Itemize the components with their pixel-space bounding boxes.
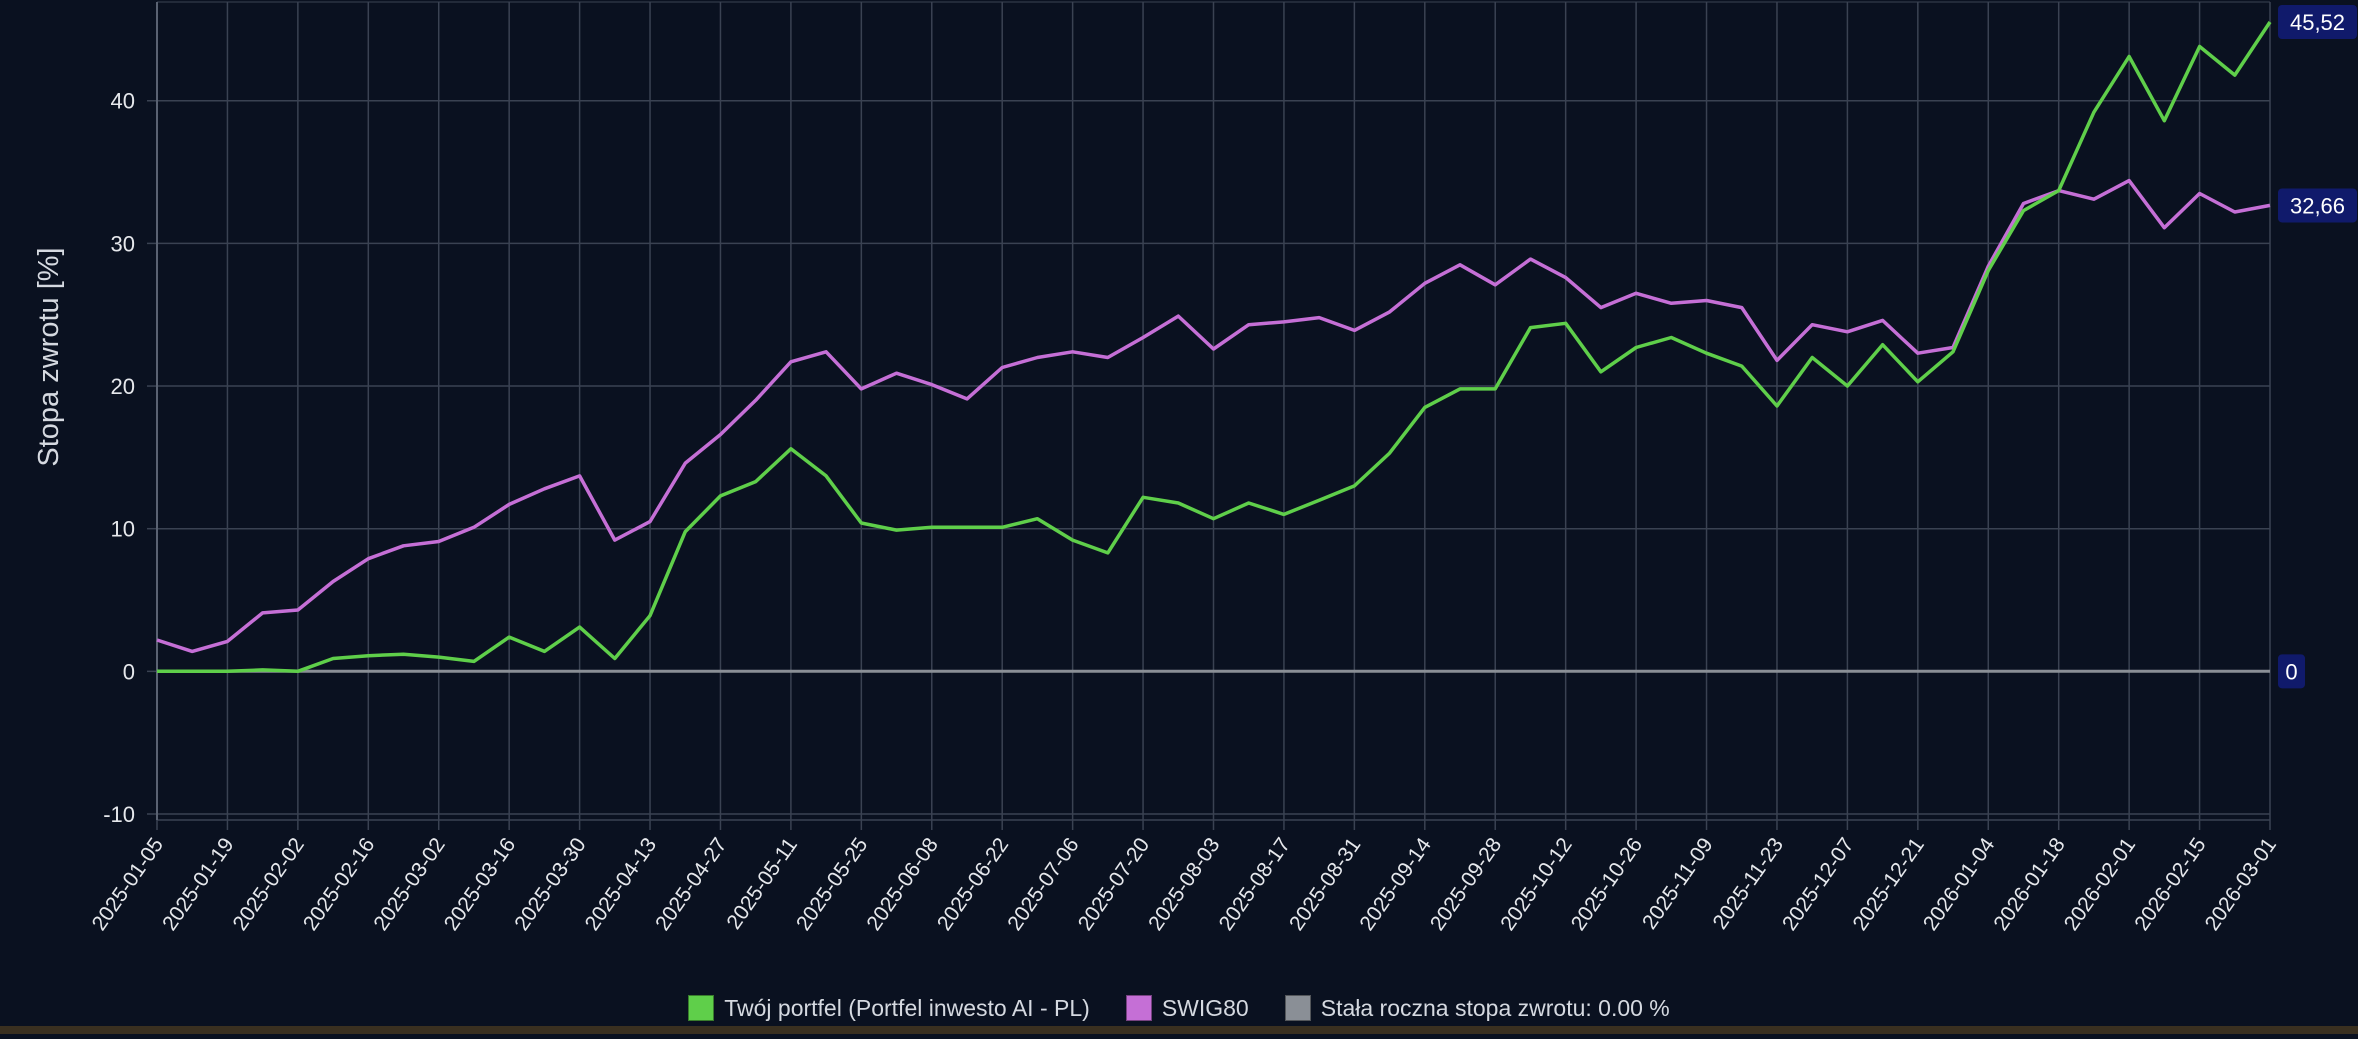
- legend-item-constant-rate[interactable]: Stała roczna stopa zwrotu: 0.00 %: [1284, 994, 1670, 1022]
- x-tick-label: 2025-03-02: [369, 834, 449, 935]
- constant-rate-end-label: 0: [2285, 659, 2297, 684]
- x-tick-label: 2025-09-28: [1426, 834, 1506, 935]
- y-axis-label: Stopa zwrotu [%]: [33, 247, 65, 466]
- x-tick-label: 2025-09-14: [1355, 833, 1436, 934]
- legend-label-swig80: SWIG80: [1161, 994, 1249, 1021]
- x-tick-label: 2025-01-05: [88, 834, 168, 935]
- x-tick-label: 2025-08-31: [1285, 834, 1365, 935]
- x-tick-label: 2025-07-20: [1074, 834, 1154, 935]
- x-tick-label: 2025-11-23: [1708, 834, 1788, 934]
- x-tick-label: 2026-01-18: [1989, 834, 2069, 935]
- portfolio-end-label: 45,52: [2290, 10, 2345, 35]
- x-tick-label: 2025-04-27: [651, 834, 731, 935]
- grid-lines: [156, 1, 2271, 821]
- x-tick-label: 2025-06-22: [933, 834, 1013, 935]
- axes: -100102030402025-01-052025-01-192025-02-…: [88, 2, 2281, 935]
- x-tick-label: 2025-12-07: [1778, 834, 1858, 935]
- x-tick-label: 2025-10-12: [1496, 834, 1576, 935]
- legend-label-constant-rate: Stała roczna stopa zwrotu: 0.00 %: [1320, 994, 1670, 1021]
- x-tick-label: 2025-04-13: [581, 834, 661, 935]
- y-tick-label: 20: [111, 374, 135, 399]
- end-value-labels: 45,52 32,66 0: [2278, 5, 2357, 689]
- x-tick-label: 2025-05-25: [792, 834, 872, 935]
- legend-item-swig80[interactable]: SWIG80: [1125, 994, 1249, 1022]
- swig80-swatch-icon: [1125, 995, 1152, 1021]
- x-tick-label: 2026-03-01: [2201, 834, 2281, 935]
- y-tick-label: 30: [111, 231, 135, 256]
- bottom-edge-strip: [0, 1026, 2358, 1034]
- x-tick-label: 2026-02-15: [2130, 834, 2210, 935]
- y-tick-label: 10: [111, 517, 135, 542]
- swig80-line: [156, 178, 2271, 654]
- constant-rate-swatch-icon: [1284, 995, 1311, 1021]
- portfolio-end-label-box: [2278, 5, 2357, 39]
- x-tick-label: 2026-01-04: [1919, 833, 2000, 934]
- swig80-end-label-box: [2278, 188, 2357, 223]
- x-tick-label: 2025-08-03: [1144, 834, 1224, 935]
- x-tick-label: 2025-11-09: [1638, 834, 1718, 934]
- y-tick-label: -10: [103, 802, 135, 827]
- chart-legend: Twój portfel (Portfel inwesto AI - PL) S…: [0, 988, 2358, 1028]
- x-tick-label: 2025-05-11: [722, 834, 802, 934]
- x-tick-label: 2025-01-19: [158, 834, 238, 935]
- constant-rate-end-label-box: [2278, 654, 2305, 689]
- x-tick-label: 2025-06-08: [862, 834, 942, 935]
- portfolio-swatch-icon: [688, 995, 715, 1021]
- y-tick-label: 0: [123, 659, 135, 684]
- portfolio-line: [157, 21, 2272, 674]
- x-tick-label: 2025-08-17: [1215, 834, 1295, 935]
- swig80-end-label: 32,66: [2290, 193, 2345, 218]
- x-tick-label: 2025-12-21: [1848, 834, 1928, 935]
- legend-item-portfolio[interactable]: Twój portfel (Portfel inwesto AI - PL): [688, 995, 1090, 1022]
- x-tick-label: 2025-02-02: [229, 834, 309, 935]
- x-tick-label: 2025-02-16: [299, 834, 379, 935]
- legend-label-portfolio: Twój portfel (Portfel inwesto AI - PL): [724, 994, 1090, 1021]
- x-tick-label: 2026-02-01: [2060, 834, 2140, 935]
- x-tick-label: 2025-03-30: [510, 834, 590, 935]
- x-tick-label: 2025-03-16: [440, 834, 520, 935]
- y-tick-label: 40: [111, 89, 135, 114]
- x-tick-label: 2025-10-26: [1567, 834, 1647, 935]
- series-lines: [156, 21, 2272, 674]
- x-tick-label: 2025-07-06: [1003, 834, 1083, 935]
